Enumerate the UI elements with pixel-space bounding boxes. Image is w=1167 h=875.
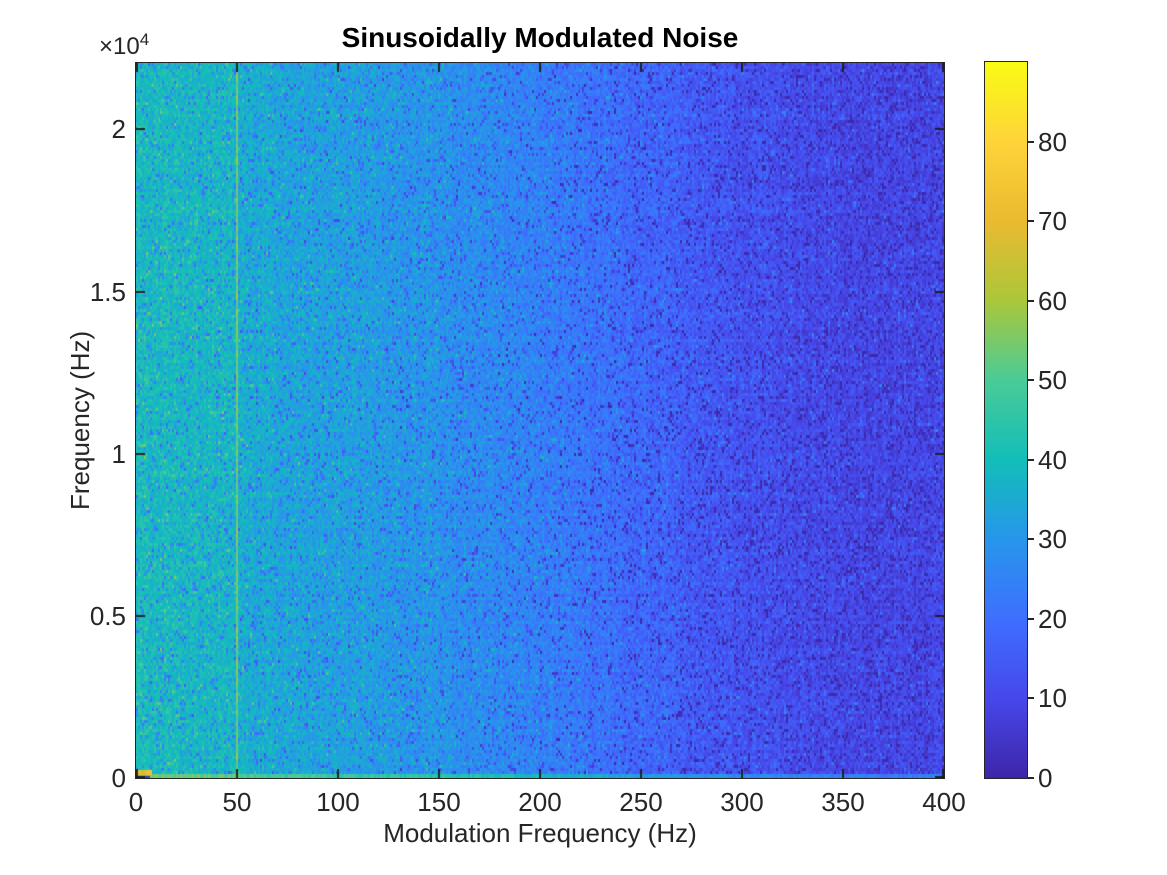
colorbar-tick-label: 70 [1038, 206, 1067, 237]
x-tick-label: 150 [417, 787, 461, 817]
x-tick-label: 0 [128, 787, 144, 817]
x-tick-label: 400 [922, 787, 966, 817]
y-axis-label: Frequency (Hz) [65, 330, 95, 511]
colorbar-tick [1028, 538, 1034, 541]
y-axis-multiplier-exponent: 4 [139, 30, 150, 49]
colorbar-tick [1028, 777, 1034, 779]
colorbar-tick [1028, 140, 1034, 143]
colorbar-tick [1028, 617, 1034, 620]
colorbar-tick-label: 30 [1038, 524, 1067, 555]
colorbar-tick [1028, 379, 1034, 382]
heatmap-canvas [136, 63, 944, 778]
x-axis-label: Modulation Frequency (Hz) [383, 818, 697, 848]
plot-title: Sinusoidally Modulated Noise [341, 22, 739, 53]
axes-box [135, 62, 945, 779]
colorbar [984, 61, 1028, 779]
y-axis-multiplier: ×104 [99, 30, 149, 61]
colorbar-tick [1028, 220, 1034, 223]
colorbar-tick-label: 50 [1038, 365, 1067, 396]
y-axis-multiplier-base: ×10 [99, 33, 140, 60]
y-tick-label: 1.5 [89, 276, 126, 307]
x-tick-label: 50 [222, 787, 252, 817]
y-tick-label: 2 [111, 114, 126, 145]
colorbar-tick-label: 20 [1038, 603, 1067, 634]
colorbar-tick-label: 10 [1038, 683, 1067, 714]
x-tick-label: 250 [619, 787, 663, 817]
colorbar-tick [1028, 458, 1034, 461]
colorbar-tick-label: 80 [1038, 126, 1067, 157]
y-tick-label: 0 [111, 763, 126, 793]
y-tick-label: 0.5 [89, 600, 126, 631]
colorbar-tick-label: 40 [1038, 444, 1067, 475]
x-tick-label: 100 [316, 787, 360, 817]
y-tick-label: 1 [111, 438, 126, 469]
colorbar-tick [1028, 697, 1034, 700]
x-tick-label: 350 [821, 787, 865, 817]
colorbar-tick-label: 0 [1038, 763, 1053, 793]
x-tick-label: 300 [720, 787, 764, 817]
colorbar-tick [1028, 299, 1034, 302]
x-tick-label: 200 [518, 787, 562, 817]
colorbar-tick-label: 60 [1038, 285, 1067, 316]
